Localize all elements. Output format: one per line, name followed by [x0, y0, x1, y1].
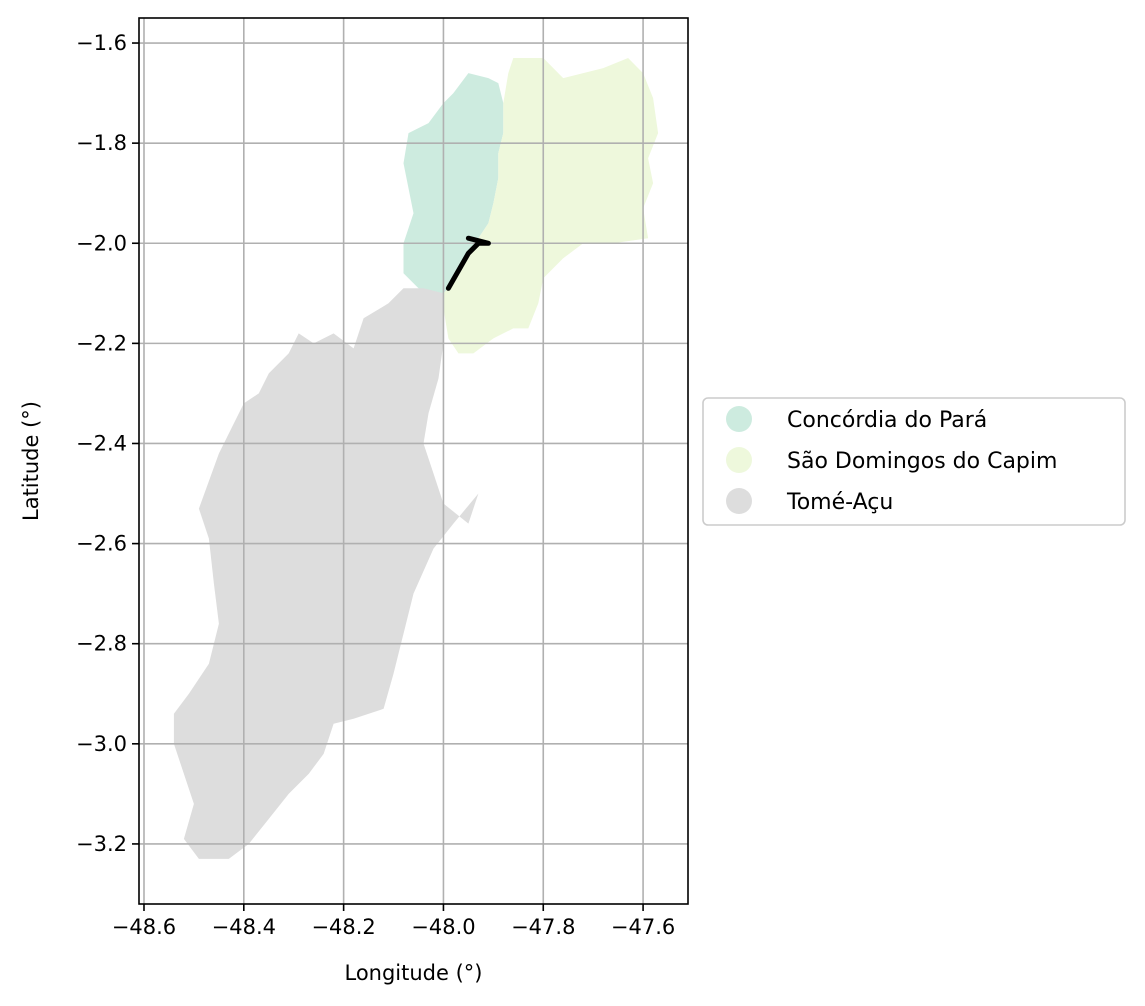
legend-marker: [726, 406, 752, 432]
plot-content: [139, 18, 688, 904]
x-tick-label: −48.6: [112, 915, 176, 939]
legend-label: Tomé-Açu: [786, 490, 893, 515]
y-tick-label: −1.8: [76, 131, 127, 155]
legend-box: [702, 397, 1126, 526]
y-tick-label: −2.6: [76, 532, 127, 556]
y-axis-label: Latitude (°): [19, 401, 43, 521]
y-tick-label: −2.4: [76, 431, 127, 455]
plot-frame: [138, 17, 689, 905]
legend: Concórdia do Pará São Domingos do Capim To…: [702, 397, 1126, 526]
x-tick-label: −47.8: [511, 915, 575, 939]
line-feature: [445, 235, 491, 291]
y-tick-label: −2.8: [76, 632, 127, 656]
region-tome-acu: [173, 288, 479, 859]
x-tick-label: −47.6: [611, 915, 675, 939]
legend-label: São Domingos do Capim: [787, 449, 1057, 474]
y-tick-label: −2.0: [76, 231, 127, 255]
plot-area: −48.6 −48.4 −48.2 −48.0 −47.8 −47.6 −1.6 −1.8 −2…: [76, 17, 689, 939]
y-tick-label: −2.2: [76, 331, 127, 355]
x-tick-label: −48.2: [311, 915, 375, 939]
y-tick-label: −3.0: [76, 732, 127, 756]
legend-marker: [726, 488, 752, 514]
legend-label: Concórdia do Pará: [787, 408, 987, 433]
y-tick-label: −1.6: [76, 31, 127, 55]
legend-marker: [726, 447, 752, 473]
x-axis-label: Longitude (°): [344, 961, 482, 985]
x-tick-label: −48.4: [212, 915, 276, 939]
y-tick-label: −3.2: [76, 832, 127, 856]
x-tick-label: −48.0: [411, 915, 475, 939]
region-sao-domingos-do-capim: [443, 58, 659, 354]
